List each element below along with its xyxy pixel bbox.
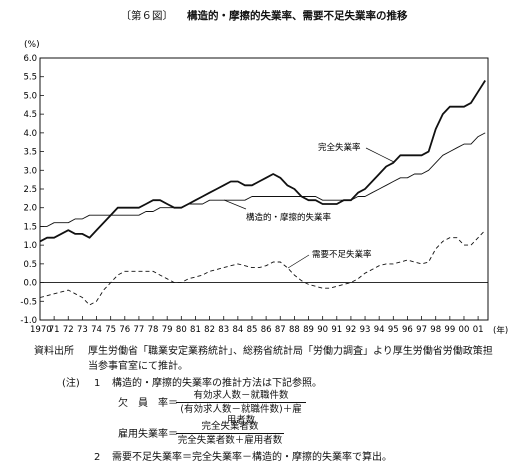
x-tick-label: 1970 — [30, 325, 52, 335]
y-tick-label: 1.5 — [23, 222, 37, 232]
emp-rate-numerator: 完全失業者数 — [176, 421, 284, 434]
note-2-number: 2 — [94, 452, 101, 463]
x-tick-label: 00 — [459, 325, 470, 335]
note-label: (注) — [62, 378, 80, 389]
x-tick-label: 79 — [162, 325, 173, 335]
x-tick-label: 98 — [430, 325, 441, 335]
x-tick-label: 01 — [473, 325, 484, 335]
x-tick-label: 96 — [402, 325, 413, 335]
label-total-unemployment: 完全失業率 — [318, 142, 361, 153]
y-tick-label: 4.5 — [23, 110, 37, 120]
y-tick-label: 3.5 — [23, 148, 37, 158]
y-tick-label: 0.5 — [23, 260, 37, 270]
note-1-number: 1 — [94, 378, 101, 389]
series-total-unemployment-line — [39, 80, 486, 243]
x-tick-label: 86 — [261, 325, 272, 335]
y-tick-label: 2.5 — [23, 185, 37, 195]
plot-frame — [39, 57, 489, 321]
x-tick-label: 80 — [176, 325, 187, 335]
series-callouts: 完全失業率 構造的・摩擦的失業率 需要不足失業率 — [223, 142, 395, 269]
x-tick-label: 83 — [218, 325, 229, 335]
y-tick-label: 0.0 — [23, 279, 37, 289]
x-tick-label: 89 — [303, 325, 314, 335]
note-2-text: 需要不足失業率＝完全失業率－構造的・摩擦的失業率で算出。 — [112, 452, 392, 463]
y-tick-label: 2.0 — [23, 204, 37, 214]
x-tick-label: 85 — [247, 325, 258, 335]
x-tick-label: 88 — [289, 325, 300, 335]
x-tick-label: 77 — [134, 325, 145, 335]
source-label: 資料出所 — [34, 346, 74, 357]
x-tick-label: 94 — [374, 325, 385, 335]
x-tick-label: 87 — [275, 325, 286, 335]
x-tick-label: 72 — [63, 325, 74, 335]
emp-rate-denominator: 完全失業者数＋雇用者数 — [177, 435, 283, 446]
y-tick-label: -1.0 — [20, 316, 37, 326]
x-tick-label: 91 — [331, 325, 342, 335]
y-tick-label: 3.0 — [23, 166, 37, 176]
x-tick-label: 71 — [49, 325, 60, 335]
x-tick-label: 84 — [232, 325, 243, 335]
x-tick-label: 74 — [91, 325, 102, 335]
series-demand-deficient-line — [39, 229, 486, 306]
vacancy-den-part-1: (有効求人数－就職件数) — [180, 404, 283, 415]
unemployment-chart: (%) 6.0 5.5 5.0 4.5 4.0 3.5 3.0 2.5 2.0 1.5 1.0 0.5… — [20, 40, 508, 336]
callout-leader-structural — [223, 199, 247, 210]
figure-title-text: 構造的・摩擦的失業率、需要不足失業率の推移 — [187, 10, 408, 22]
y-tick-label: -0.5 — [20, 297, 37, 307]
x-axis-unit: (年) — [493, 325, 508, 336]
x-tick-label: 76 — [119, 325, 130, 335]
y-tick-label: 6.0 — [23, 54, 37, 64]
x-tick-label: 82 — [204, 325, 215, 335]
y-tick-label: 1.0 — [23, 241, 37, 251]
y-axis-unit: (%) — [24, 40, 40, 50]
x-tick-label: 97 — [416, 325, 427, 335]
x-tick-label: 73 — [77, 325, 88, 335]
callout-leader-total — [365, 147, 395, 163]
x-tick-label: 75 — [105, 325, 116, 335]
y-tick-label: 4.0 — [23, 129, 37, 139]
series-structural-frictional-line — [40, 132, 486, 227]
y-tick-label: 5.5 — [23, 73, 37, 83]
x-tick-label: 90 — [317, 325, 328, 335]
vacancy-rate-label: 欠 員 率＝ — [118, 398, 178, 409]
label-structural-unemployment: 構造的・摩擦的失業率 — [246, 212, 332, 223]
employment-unemployment-rate-fraction: 完全失業者数 完全失業者数＋雇用者数 — [176, 421, 284, 446]
x-tick-label: 81 — [190, 325, 201, 335]
figure-number: 〔第６図〕 — [120, 10, 174, 22]
x-tick-label: 99 — [444, 325, 455, 335]
x-tick-label: 92 — [346, 325, 357, 335]
vacancy-den-part-2: ＋雇用者数 — [226, 404, 302, 426]
callout-leader-demand — [287, 254, 310, 269]
y-tick-label: 5.0 — [23, 91, 37, 101]
source-line-1: 厚生労働省「職業安定業務統計」、総務省統計局「労働力調査」より厚生労働省労働政策… — [88, 346, 493, 357]
note-1-text: 構造的・摩擦的失業率の推計方法は下記参照。 — [112, 378, 322, 389]
x-tick-label: 93 — [360, 325, 371, 335]
figure-title: 〔第６図〕 構造的・摩擦的失業率、需要不足失業率の推移 — [0, 10, 528, 22]
label-demand-deficient-unemployment: 需要不足失業率 — [312, 249, 372, 260]
x-tick-label: 78 — [148, 325, 159, 335]
vacancy-rate-numerator: 有効求人数－就職件数 — [176, 390, 306, 403]
employment-unemployment-rate-label: 雇用失業率＝ — [118, 429, 178, 440]
vacancy-rate-denominator: (有効求人数－就職件数)＋雇用者数 — [176, 403, 306, 426]
vacancy-rate-fraction: 有効求人数－就職件数 (有効求人数－就職件数)＋雇用者数 — [176, 390, 306, 426]
source-line-2: 当参事官室にて推計。 — [88, 361, 188, 372]
x-tick-label: 95 — [388, 325, 399, 335]
